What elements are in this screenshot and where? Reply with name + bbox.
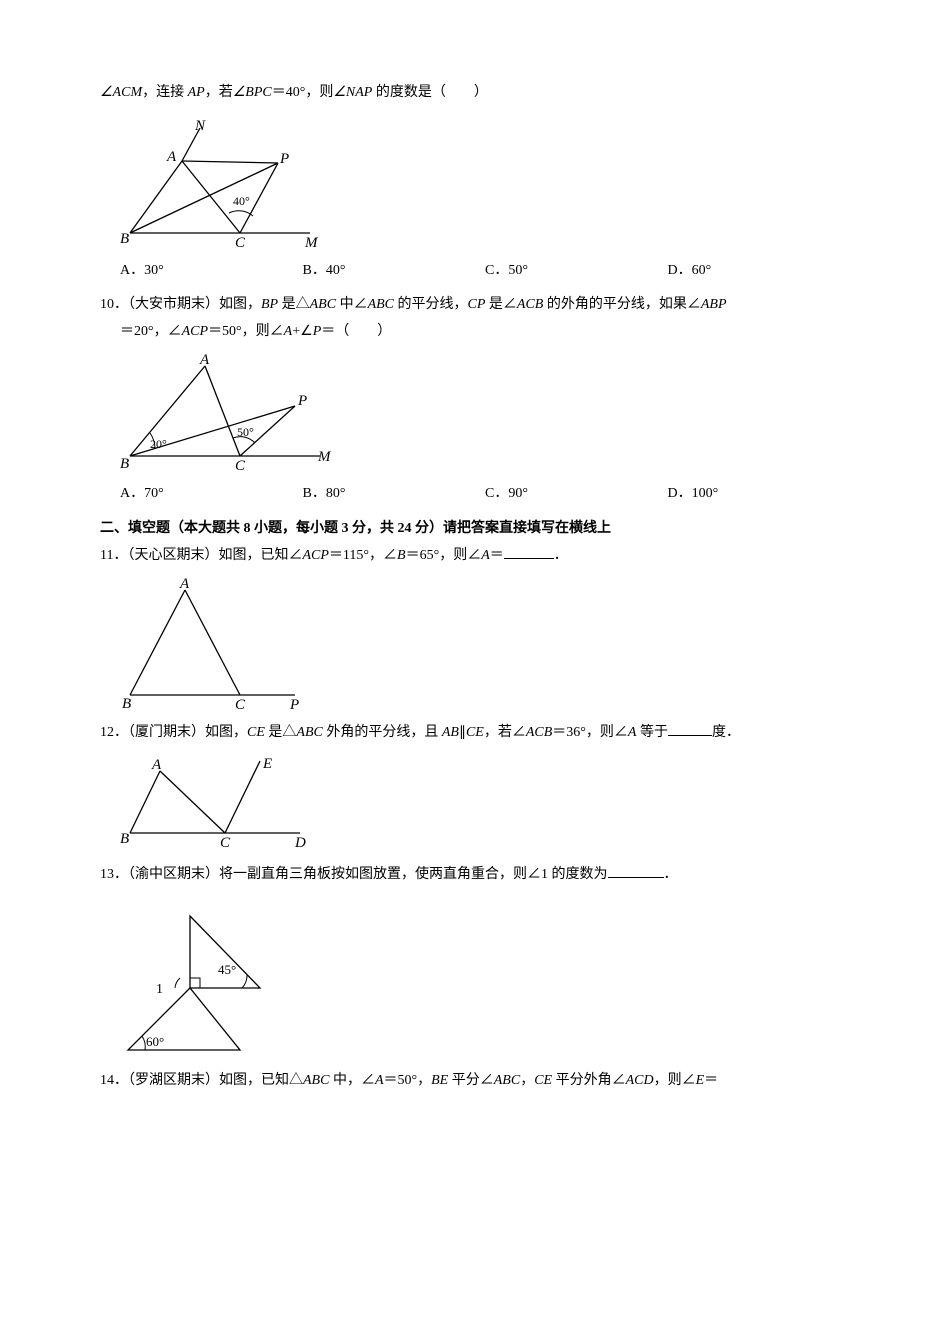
q9-optD: D．60° <box>668 258 851 285</box>
label-A: A <box>166 149 177 165</box>
q9-figure: N A P B C M 40° <box>120 113 850 248</box>
label-C: C <box>235 235 246 248</box>
q9-stem: ∠ACM，连接 AP，若∠BPC＝40°，则∠NAP 的度数是（ ） <box>100 80 850 107</box>
q10-figure: A P B C M 20° 50° <box>120 351 850 471</box>
q13-figure: 1 45° 60° <box>120 908 850 1058</box>
label-E: E <box>262 756 272 772</box>
label-B: B <box>122 696 131 710</box>
label-C: C <box>235 697 246 710</box>
label-50: 50° <box>237 425 254 439</box>
q11-stem: 11．（天心区期末）如图，已知∠ACP＝115°，∠B＝65°，则∠A＝． <box>100 543 850 570</box>
q10-optA: A．70° <box>120 481 303 508</box>
label-C: C <box>235 458 246 471</box>
q10-stem1: 10．（大安市期末）如图，BP 是△ABC 中∠ABC 的平分线，CP 是∠AC… <box>100 292 850 319</box>
section2-head: 二、填空题（本大题共 8 小题，每小题 3 分，共 24 分）请把答案直接填写在… <box>100 516 850 543</box>
label-P: P <box>279 151 289 167</box>
q12-stem: 12．（厦门期末）如图，CE 是△ABC 外角的平分线，且 AB∥CE，若∠AC… <box>100 720 850 747</box>
label-C: C <box>220 835 231 848</box>
label-40: 40° <box>233 194 250 208</box>
label-A: A <box>179 576 190 592</box>
label-D: D <box>294 835 306 848</box>
label-B: B <box>120 231 129 247</box>
q9-optA: A．30° <box>120 258 303 285</box>
label-20: 20° <box>150 437 167 451</box>
label-N: N <box>194 118 206 134</box>
q11-figure: A B C P <box>120 575 850 710</box>
q12-blank <box>668 721 712 736</box>
label-B: B <box>120 831 129 847</box>
q10-stem2: ＝20°，∠ACP＝50°，则∠A+∠P＝（ ） <box>120 319 850 346</box>
label-A: A <box>199 352 210 368</box>
label-B: B <box>120 456 129 471</box>
q9-optB: B．40° <box>303 258 486 285</box>
q10-options: A．70° B．80° C．90° D．100° <box>120 481 850 508</box>
q14-stem: 14．（罗湖区期末）如图，已知△ABC 中，∠A＝50°，BE 平分∠ABC，C… <box>100 1068 850 1095</box>
q13-blank <box>608 863 664 878</box>
label-60: 60° <box>146 1034 164 1049</box>
label-P: P <box>289 697 299 710</box>
label-A: A <box>151 757 162 773</box>
q10-optB: B．80° <box>303 481 486 508</box>
q12-figure: A B C D E <box>120 753 850 848</box>
q10-optC: C．90° <box>485 481 668 508</box>
q10-optD: D．100° <box>668 481 851 508</box>
label-P: P <box>297 393 307 409</box>
label-M: M <box>317 449 332 465</box>
label-45: 45° <box>218 962 236 977</box>
label-1: 1 <box>156 982 163 997</box>
q11-blank <box>504 544 554 559</box>
q9-options: A．30° B．40° C．50° D．60° <box>120 258 850 285</box>
q9-optC: C．50° <box>485 258 668 285</box>
q13-stem: 13．（渝中区期末）将一副直角三角板按如图放置，使两直角重合，则∠1 的度数为． <box>100 862 850 889</box>
label-M: M <box>304 235 319 248</box>
